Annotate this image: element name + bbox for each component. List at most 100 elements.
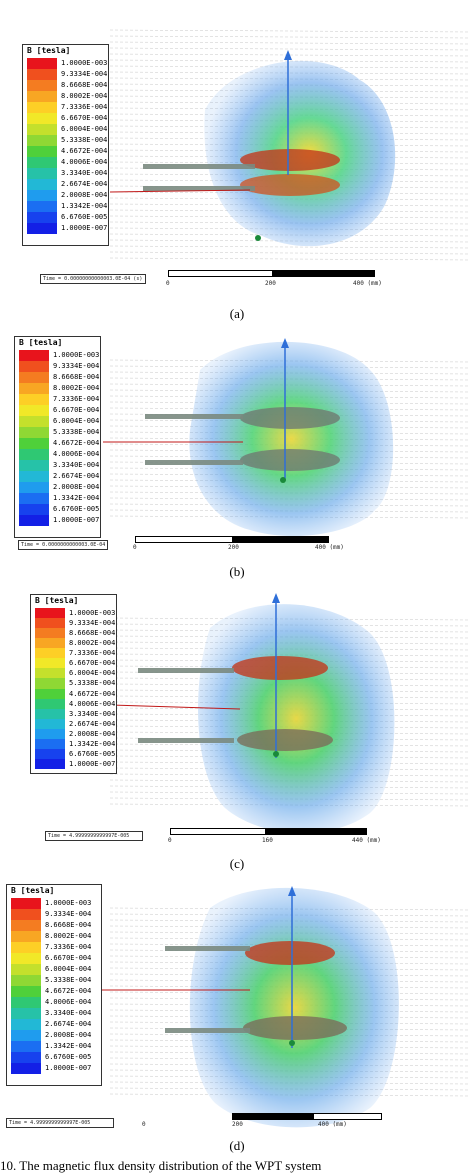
legend-row: 3.3340E-004 <box>7 1008 101 1019</box>
caption-c: (c) <box>229 856 245 871</box>
origin-marker-c <box>273 751 279 757</box>
legend-row: 8.6668E-004 <box>23 80 108 91</box>
caption-d: (d) <box>229 1138 245 1153</box>
legend-swatch <box>11 942 41 953</box>
legend-value: 5.3338E-004 <box>69 679 116 688</box>
legend-value: 1.3342E-004 <box>45 1042 92 1050</box>
legend-value: 8.6668E-004 <box>69 629 116 638</box>
z-axis-arrow-a <box>284 50 292 60</box>
field-plot-b <box>103 338 471 537</box>
scale-label-d-0: 0 <box>142 1121 146 1128</box>
field-region-b <box>189 341 394 537</box>
legend-value: 2.6674E-004 <box>45 1020 92 1028</box>
legend-swatch <box>19 394 49 405</box>
legend-swatch <box>27 223 57 234</box>
legend-row: 7.3336E-004 <box>23 102 108 113</box>
legend-value: 8.6668E-004 <box>61 81 108 89</box>
legend-swatch <box>27 69 57 80</box>
legend-swatch <box>11 1041 41 1052</box>
legend-value: 6.0004E-004 <box>69 669 116 678</box>
z-axis-arrow-c <box>272 593 280 603</box>
legend-value: 2.0008E-004 <box>69 729 116 738</box>
legend-row: 9.3334E-004 <box>7 909 101 920</box>
legend-value: 2.0008E-004 <box>45 1031 92 1039</box>
legend-value: 6.6670E-004 <box>61 114 108 122</box>
origin-marker-b <box>280 477 286 483</box>
time-label-a: Time = 0.00000000000003.0E-04 (s) <box>40 274 146 284</box>
legend-row: 2.6674E-004 <box>31 718 116 729</box>
legend-value: 6.6760E-005 <box>69 749 116 758</box>
legend-swatch <box>35 658 65 669</box>
time-label-b: Time = 0.0000000000003.0E-04 <box>18 540 108 550</box>
legend-swatch <box>27 113 57 124</box>
scale-label-c-1: 160 <box>262 837 273 844</box>
legend-row: 1.3342E-004 <box>15 493 100 504</box>
legend-row: 6.6670E-004 <box>15 405 100 416</box>
legend-value: 2.6674E-004 <box>69 719 116 728</box>
legend-row: 1.0000E-003 <box>7 898 101 909</box>
legend-row: 4.0006E-004 <box>7 997 101 1008</box>
figure-panel-d: B [tesla] 1.0000E-003 9.3334E-004 8.6668E-… <box>0 878 474 1140</box>
legend-value: 1.3342E-004 <box>69 739 116 748</box>
legend-swatch <box>27 157 57 168</box>
legend-value: 3.3340E-004 <box>53 461 100 469</box>
coil-lower-a <box>240 174 340 196</box>
legend-row: 1.3342E-004 <box>23 201 108 212</box>
scale-label-c-2: 440 (mm) <box>352 837 381 844</box>
legend-value: 8.0002E-004 <box>53 384 100 392</box>
coil-lower-c <box>237 729 333 751</box>
coil-upper-a <box>240 149 340 171</box>
legend-row: 7.3336E-004 <box>31 648 116 659</box>
legend-value: 8.6668E-004 <box>53 373 100 381</box>
legend-value: 3.3340E-004 <box>69 709 116 718</box>
legend-row: 1.0000E-007 <box>15 515 100 526</box>
legend-value: 1.3342E-004 <box>53 494 100 502</box>
legend-b: B [tesla] 1.0000E-003 9.3334E-004 8.6668E-… <box>14 336 101 538</box>
legend-row: 7.3336E-004 <box>7 942 101 953</box>
legend-value: 1.0000E-003 <box>61 59 108 67</box>
legend-row: 4.6672E-004 <box>31 688 116 699</box>
legend-row: 5.3338E-004 <box>31 678 116 689</box>
legend-swatch <box>27 124 57 135</box>
legend-value: 1.0000E-003 <box>45 899 92 907</box>
legend-row: 6.6670E-004 <box>7 953 101 964</box>
legend-swatch <box>35 738 65 749</box>
legend-row: 2.0008E-004 <box>23 190 108 201</box>
field-plot-a <box>109 29 471 261</box>
legend-value: 1.0000E-007 <box>45 1064 92 1072</box>
legend-row: 1.3342E-004 <box>31 738 116 749</box>
legend-swatch <box>11 1030 41 1041</box>
legend-swatch <box>19 427 49 438</box>
legend-row: 6.0004E-004 <box>7 964 101 975</box>
z-axis-arrow-d <box>288 886 296 896</box>
legend-swatch <box>19 449 49 460</box>
field-plot-d <box>100 886 471 1128</box>
legend-value: 7.3336E-004 <box>53 395 100 403</box>
legend-value: 9.3334E-004 <box>53 362 100 370</box>
scale-label-a-2: 400 (mm) <box>353 280 382 287</box>
legend-title-c: B [tesla] <box>35 596 79 605</box>
legend-value: 4.0006E-004 <box>45 998 92 1006</box>
legend-row: 1.0000E-007 <box>7 1063 101 1074</box>
legend-swatch <box>19 482 49 493</box>
legend-swatch <box>27 146 57 157</box>
legend-row: 8.6668E-004 <box>15 372 100 383</box>
feed-bar-upper-c <box>138 668 234 673</box>
legend-row: 4.0006E-004 <box>23 157 108 168</box>
legend-value: 4.6672E-004 <box>53 439 100 447</box>
feed-bar-lower-a <box>143 186 255 191</box>
feed-line-c <box>109 704 241 710</box>
legend-row: 4.6672E-004 <box>15 438 100 449</box>
legend-row: 4.0006E-004 <box>15 449 100 460</box>
legend-row: 8.6668E-004 <box>7 920 101 931</box>
legend-swatch <box>19 416 49 427</box>
scale-bar-a <box>168 270 375 277</box>
legend-swatch <box>11 920 41 931</box>
legend-swatch <box>35 638 65 649</box>
coil-upper-c <box>232 656 328 680</box>
legend-value: 5.3338E-004 <box>45 976 92 984</box>
legend-swatch <box>19 438 49 449</box>
scale-label-a-1: 200 <box>265 280 276 287</box>
coil-lower-d <box>243 1016 347 1040</box>
feed-bar-lower-d <box>165 1028 250 1033</box>
